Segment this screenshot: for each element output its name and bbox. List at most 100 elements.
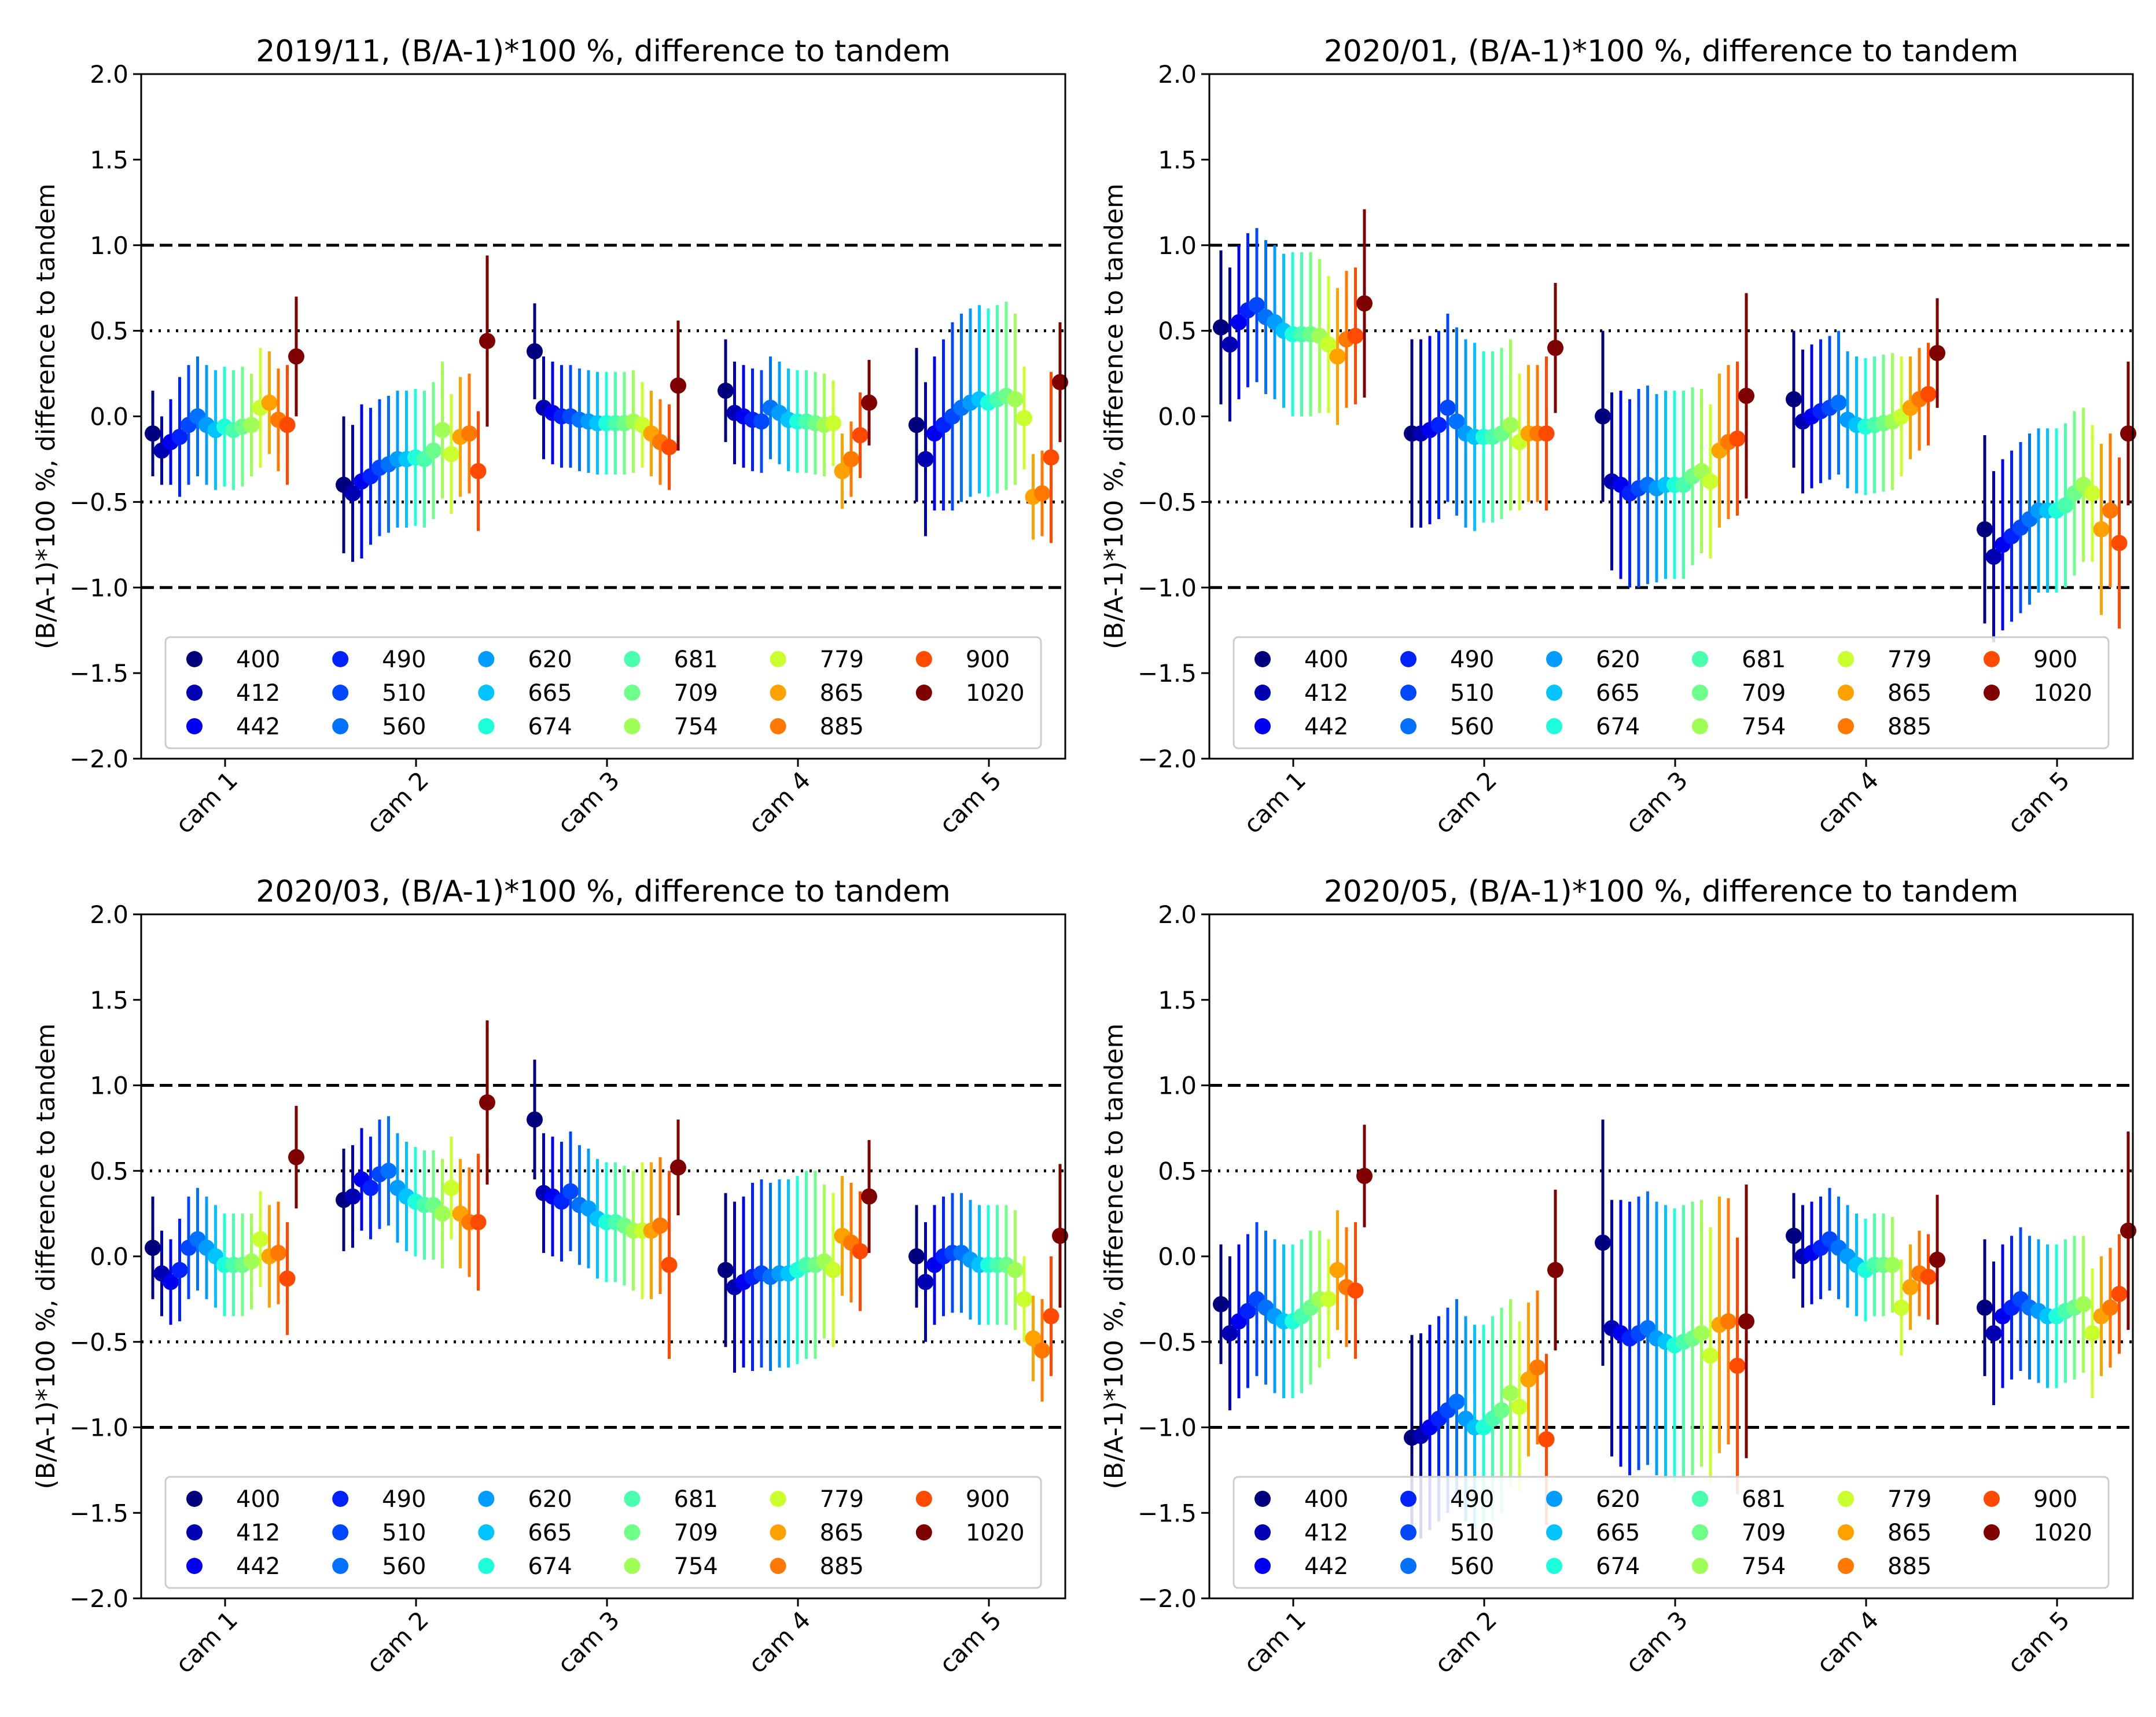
- x-tick-label: cam 5: [2002, 1605, 2075, 1678]
- legend-marker: [186, 1524, 203, 1540]
- data-point: [652, 1217, 668, 1234]
- data-point: [1977, 521, 1993, 538]
- legend-marker: [332, 1558, 349, 1574]
- data-point: [1547, 340, 1563, 356]
- x-tick-label: cam 1: [1238, 766, 1311, 839]
- data-point: [252, 1231, 268, 1248]
- data-point: [2120, 425, 2136, 442]
- y-tick-label: −0.5: [69, 488, 128, 516]
- legend-label: 900: [2033, 646, 2077, 673]
- legend-marker: [186, 685, 203, 701]
- legend-label: 754: [674, 1553, 718, 1580]
- y-axis-label: (B/A-1)*100 %, difference to tandem: [31, 1023, 61, 1489]
- legend-label: 412: [1304, 680, 1348, 707]
- data-point: [825, 1262, 841, 1278]
- legend-marker: [1254, 651, 1271, 667]
- data-point: [1231, 314, 1247, 330]
- legend-marker: [1838, 1491, 1854, 1507]
- data-point: [243, 417, 260, 433]
- data-point: [1902, 1279, 1919, 1296]
- legend-marker: [1546, 1558, 1562, 1574]
- legend-label: 681: [674, 646, 718, 673]
- legend-label: 709: [674, 680, 718, 707]
- y-tick-label: 1.0: [1158, 1072, 1197, 1100]
- legend-label: 490: [1450, 1486, 1494, 1513]
- x-tick-label: cam 1: [1238, 1605, 1311, 1678]
- data-point: [2084, 1325, 2100, 1341]
- legend-label: 865: [820, 1520, 864, 1546]
- data-point: [1738, 1313, 1754, 1330]
- data-point: [661, 439, 678, 455]
- data-point: [1595, 1234, 1611, 1251]
- legend-marker: [1400, 685, 1417, 701]
- data-point: [1007, 391, 1024, 407]
- legend-marker: [1400, 1491, 1417, 1507]
- legend-marker: [624, 718, 641, 734]
- data-point: [1502, 1385, 1519, 1402]
- legend-label: 510: [382, 680, 426, 707]
- data-point: [753, 413, 770, 430]
- legend-label: 1020: [966, 680, 1025, 707]
- legend-marker: [1546, 685, 1562, 701]
- legend-label: 900: [966, 1486, 1010, 1513]
- legend-label: 754: [1742, 714, 1786, 740]
- legend-marker: [332, 718, 349, 734]
- data-point: [1977, 1299, 1993, 1316]
- legend-marker: [1692, 651, 1708, 667]
- legend-marker: [478, 1558, 495, 1574]
- legend-marker: [1692, 685, 1708, 701]
- data-point: [1786, 1227, 1802, 1244]
- data-point: [1786, 391, 1802, 407]
- data-point: [1025, 1330, 1042, 1347]
- legend-label: 510: [382, 1520, 426, 1546]
- x-tick-label: cam 5: [2002, 766, 2075, 839]
- legend-marker: [1400, 1524, 1417, 1540]
- data-point: [1356, 295, 1373, 312]
- legend-label: 900: [2033, 1486, 2077, 1513]
- legend-label: 560: [1450, 714, 1494, 740]
- data-point: [279, 1270, 296, 1287]
- data-point: [1729, 1358, 1746, 1374]
- legend-label: 1020: [2033, 680, 2092, 707]
- legend-label: 1020: [2033, 1520, 2092, 1546]
- legend-marker: [1546, 718, 1562, 734]
- legend-marker: [186, 651, 203, 667]
- x-tick-label: cam 3: [552, 1605, 625, 1678]
- x-tick-label: cam 3: [1620, 766, 1693, 839]
- data-point: [270, 1245, 286, 1262]
- data-point: [718, 1262, 734, 1278]
- legend-label: 442: [236, 714, 280, 740]
- legend-marker: [478, 1524, 495, 1540]
- data-point: [1213, 1296, 1229, 1312]
- legend-marker: [770, 1491, 786, 1507]
- data-point: [908, 1248, 925, 1264]
- x-tick-label: cam 5: [934, 766, 1007, 839]
- data-point: [261, 394, 278, 411]
- data-point: [1043, 449, 1059, 466]
- legend-marker: [478, 651, 495, 667]
- legend-label: 885: [1888, 714, 1931, 740]
- legend-label: 779: [1888, 1486, 1931, 1513]
- data-point: [1920, 386, 1937, 403]
- legend-marker: [1692, 718, 1708, 734]
- legend-label: 442: [1304, 1553, 1348, 1580]
- data-point: [1356, 1168, 1373, 1185]
- data-point: [380, 1163, 397, 1179]
- y-tick-label: 1.0: [90, 1072, 128, 1100]
- legend-label: 490: [1450, 646, 1494, 673]
- legend-marker: [770, 651, 786, 667]
- y-tick-label: 0.0: [1158, 403, 1197, 431]
- data-point: [2093, 521, 2110, 538]
- y-tick-label: 2.0: [1158, 900, 1197, 929]
- panel-title: 2020/03, (B/A-1)*100 %, difference to ta…: [256, 874, 951, 909]
- panel-2: 2020/01, (B/A-1)*100 %, difference to ta…: [1099, 34, 2136, 839]
- data-point: [1884, 1256, 1901, 1273]
- axes-frame: [140, 73, 1066, 760]
- data-point: [1222, 336, 1238, 353]
- legend-label: 665: [1596, 680, 1640, 707]
- legend-marker: [1838, 1558, 1854, 1574]
- legend-marker: [1254, 718, 1271, 734]
- panel-title: 2020/01, (B/A-1)*100 %, difference to ta…: [1324, 34, 2019, 69]
- data-point: [443, 1179, 459, 1196]
- legend-marker: [1254, 685, 1271, 701]
